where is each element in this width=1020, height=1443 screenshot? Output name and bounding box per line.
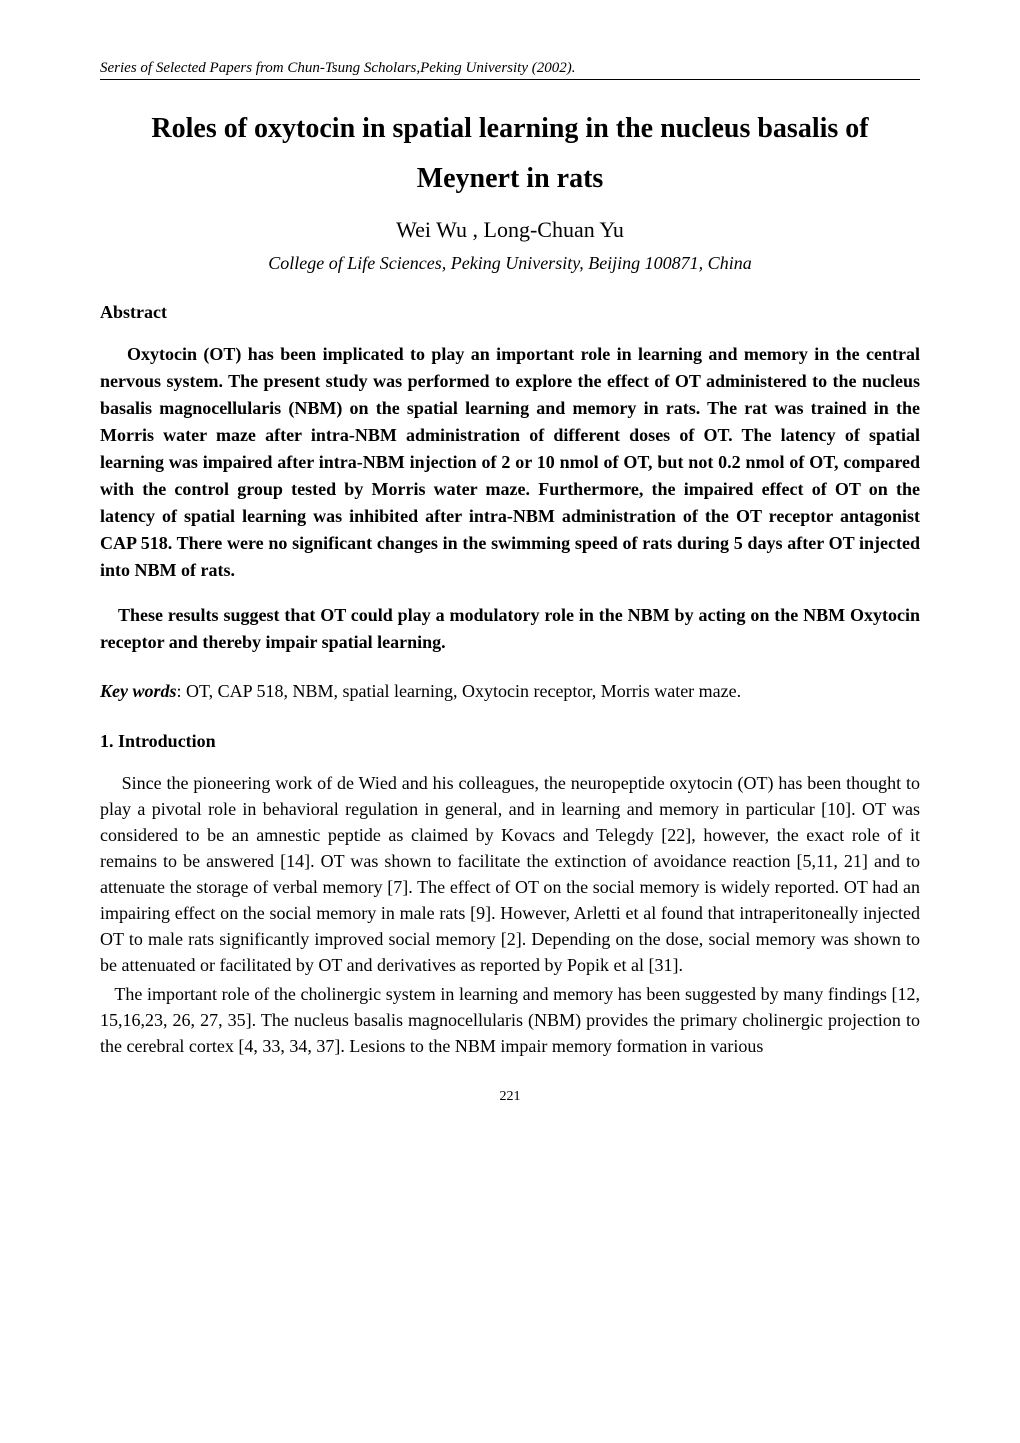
abstract-paragraph-2: These results suggest that OT could play… (100, 602, 920, 656)
keywords-label: Key words (100, 681, 177, 701)
affiliation: College of Life Sciences, Peking Univers… (100, 253, 920, 274)
authors: Wei Wu , Long-Chuan Yu (100, 217, 920, 243)
section-1-heading: 1. Introduction (100, 731, 920, 752)
paper-title: Roles of oxytocin in spatial learning in… (100, 104, 920, 205)
keywords: Key words: OT, CAP 518, NBM, spatial lea… (100, 678, 920, 705)
abstract-paragraph-1: Oxytocin (OT) has been implicated to pla… (100, 341, 920, 584)
series-header: Series of Selected Papers from Chun-Tsun… (100, 60, 920, 80)
keywords-text: : OT, CAP 518, NBM, spatial learning, Ox… (177, 681, 742, 701)
page-number: 221 (100, 1089, 920, 1105)
intro-paragraph-1: Since the pioneering work of de Wied and… (100, 770, 920, 979)
intro-paragraph-2: The important role of the cholinergic sy… (100, 981, 920, 1059)
abstract-heading: Abstract (100, 302, 920, 323)
